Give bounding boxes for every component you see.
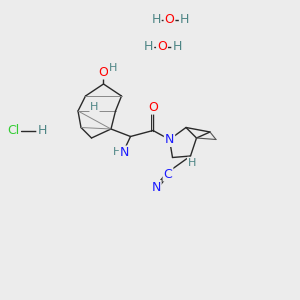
Text: H: H [144, 40, 153, 53]
Text: H: H [109, 63, 117, 73]
Text: H: H [188, 158, 196, 168]
Text: H: H [151, 13, 161, 26]
Text: N: N [120, 146, 129, 160]
Text: O: O [148, 100, 158, 114]
Text: O: O [157, 40, 167, 53]
Text: Cl: Cl [8, 124, 20, 137]
Text: H: H [37, 124, 47, 137]
Text: H: H [113, 147, 121, 157]
Text: O: O [99, 65, 108, 79]
Text: H: H [172, 40, 182, 53]
Text: N: N [165, 133, 174, 146]
Text: H: H [90, 101, 99, 112]
Text: C: C [164, 167, 172, 181]
Text: O: O [165, 13, 174, 26]
Text: H: H [180, 13, 189, 26]
Text: N: N [151, 181, 161, 194]
